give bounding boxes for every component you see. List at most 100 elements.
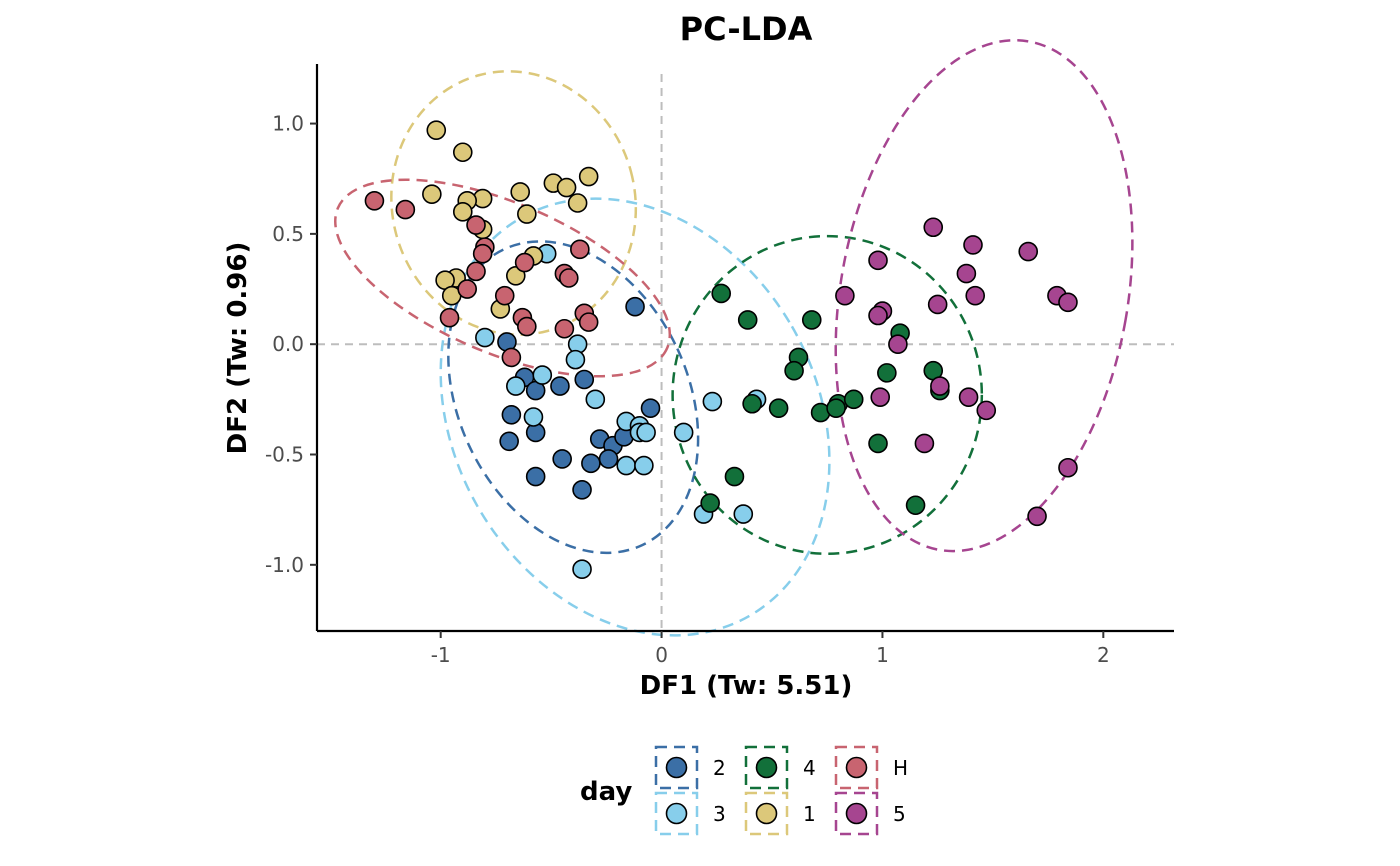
ellipse-day-5 — [834, 38, 1134, 553]
point-day-4-17 — [700, 493, 720, 513]
point-day-3-19 — [572, 559, 592, 580]
point-day-h-0 — [364, 190, 385, 211]
legend-label: 4 — [803, 756, 816, 780]
point-day-h-17 — [554, 318, 575, 339]
point-day-3-11 — [636, 422, 656, 443]
point-day-4-15 — [868, 433, 888, 454]
point-day-3-15 — [702, 391, 723, 412]
point-day-3-3 — [565, 349, 586, 370]
point-day-1-2 — [578, 166, 599, 187]
point-day-3-13 — [616, 455, 637, 476]
legend-item-day-h: H — [834, 745, 908, 790]
point-day-4-10 — [768, 398, 789, 418]
point-day-4-6 — [877, 363, 897, 383]
point-day-3-6 — [585, 389, 606, 410]
point-day-2-13 — [598, 449, 619, 469]
point-day-5-13 — [930, 376, 950, 396]
x-tick-label: 0 — [655, 643, 668, 667]
point-day-h-18 — [501, 347, 522, 368]
point-day-1-11 — [517, 204, 537, 224]
point-day-3-1 — [475, 327, 495, 348]
ellipse-day-1 — [390, 70, 638, 336]
point-day-4-1 — [737, 310, 758, 330]
y-tick-label: 0.5 — [272, 222, 304, 246]
point-day-1-10 — [452, 202, 473, 222]
legend-key-point — [845, 802, 868, 825]
legend-label: 1 — [803, 802, 816, 826]
point-day-5-16 — [976, 400, 997, 421]
legend-key-point — [665, 756, 688, 779]
point-day-4-2 — [801, 310, 822, 330]
point-day-2-16 — [525, 466, 546, 487]
point-day-h-5 — [570, 239, 590, 260]
point-day-5-12 — [888, 334, 908, 354]
legend-item-day-1: 1 — [744, 791, 816, 836]
chart-title: PC-LDA — [680, 10, 813, 48]
x-tick-label: 2 — [1097, 643, 1110, 667]
legend-item-day-3: 3 — [654, 791, 726, 836]
point-day-2-9 — [499, 431, 519, 452]
point-day-5-8 — [1058, 292, 1078, 313]
legend-label: 5 — [893, 802, 906, 826]
point-day-4-18 — [905, 495, 926, 516]
point-day-3-12 — [673, 422, 694, 443]
point-day-4-16 — [724, 466, 745, 487]
legend-key-point — [665, 802, 688, 825]
point-day-h-12 — [439, 307, 460, 328]
legend-title: day — [580, 777, 632, 807]
legend-item-day-5: 5 — [834, 791, 906, 836]
y-tick-label: 0.0 — [272, 332, 304, 356]
point-day-5-19 — [1027, 506, 1047, 527]
point-day-3-14 — [634, 455, 654, 476]
point-day-h-2 — [466, 215, 486, 235]
point-day-3-5 — [505, 376, 526, 396]
ellipse-day-4 — [671, 234, 984, 556]
point-day-2-17 — [572, 480, 592, 500]
y-tick-label: -0.5 — [265, 443, 304, 467]
point-day-1-0 — [426, 120, 447, 140]
point-day-3-7 — [523, 407, 544, 427]
point-day-1-1 — [452, 142, 473, 163]
legend: day 2 3 4 1 H 5 — [580, 745, 908, 836]
point-day-5-2 — [1018, 241, 1039, 262]
point-day-2-4 — [550, 376, 570, 396]
y-axis-label: DF2 (Tw: 0.96) — [223, 242, 253, 455]
point-day-2-15 — [581, 453, 601, 474]
plot-panel: -1 0 1 2 -1.0 -0.5 0.0 0.5 1.0 — [265, 38, 1174, 667]
x-axis-label: DF1 (Tw: 5.51) — [640, 671, 853, 701]
legend-label: H — [893, 756, 908, 780]
point-day-1-6 — [422, 184, 442, 204]
point-day-h-9 — [466, 261, 486, 282]
point-day-4-14 — [826, 398, 846, 418]
point-day-4-0 — [711, 283, 732, 304]
point-day-5-1 — [963, 235, 983, 255]
point-day-3-18 — [733, 504, 754, 524]
point-day-5-18 — [1058, 457, 1078, 478]
point-day-5-4 — [956, 263, 977, 284]
ellipse-day-3 — [439, 197, 831, 637]
point-day-3-4 — [532, 365, 553, 385]
point-day-5-15 — [958, 387, 979, 407]
legend-label: 3 — [713, 802, 726, 826]
y-tick-label: -1.0 — [265, 553, 304, 577]
point-day-4-13 — [843, 389, 864, 410]
point-day-5-11 — [868, 305, 888, 326]
point-day-5-6 — [965, 285, 986, 306]
legend-key-point — [845, 756, 868, 779]
point-day-2-6 — [640, 398, 661, 418]
y-tick-label: 1.0 — [272, 112, 304, 136]
legend-key-point — [755, 802, 778, 825]
point-day-5-3 — [868, 250, 888, 271]
point-day-h-16 — [517, 316, 537, 337]
point-day-4-5 — [784, 360, 804, 381]
legend-key-ellipse — [834, 791, 879, 836]
point-day-2-5 — [574, 369, 595, 390]
point-day-5-0 — [923, 217, 944, 238]
point-day-1-4 — [556, 177, 577, 198]
point-day-h-10 — [457, 279, 477, 299]
point-day-h-15 — [578, 312, 599, 332]
point-day-4-9 — [742, 393, 762, 414]
x-tick-label: 1 — [876, 643, 889, 667]
legend-item-day-4: 4 — [744, 745, 816, 790]
